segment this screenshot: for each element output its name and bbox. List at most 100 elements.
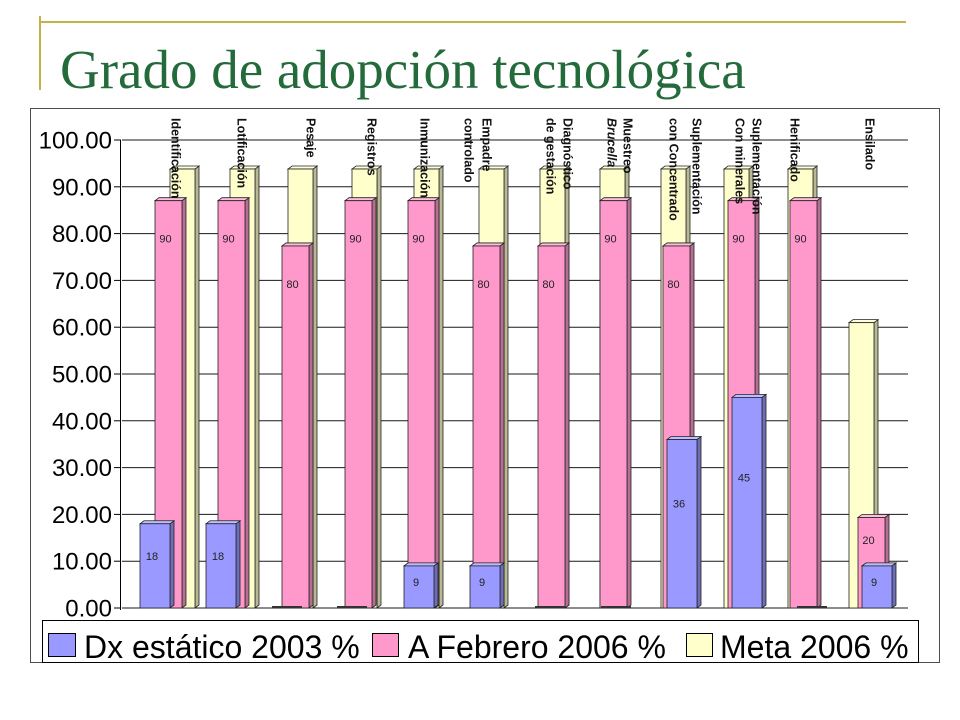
bar-side-face (816, 196, 822, 609)
y-tick-label: 60.00 (52, 315, 112, 342)
bar-side-face (434, 196, 440, 609)
bar-top-face (471, 242, 506, 247)
y-tick-label: 30.00 (52, 455, 112, 482)
bar-side-face (312, 165, 318, 609)
bar-top-face (402, 562, 440, 567)
bar-zero-line (337, 606, 367, 608)
bar-side-face (254, 165, 260, 609)
legend-swatch-a-febrero-2006 (372, 633, 399, 657)
bar-side-face (376, 165, 382, 609)
legend: Dx estático 2003 % A Febrero 2006 % Meta… (42, 620, 919, 665)
data-label-a-febrero-2006-empadre-controlado: 80 (477, 279, 489, 291)
title-accent-vertical-line (39, 16, 41, 90)
bar-top-face (598, 197, 633, 202)
bar-top-face (468, 562, 506, 567)
bar-top-face (661, 242, 696, 247)
bar-top-face (406, 197, 441, 202)
category-label-ensilado: Ensilado (863, 118, 877, 170)
bar-top-face (788, 197, 823, 202)
bar-side-face (244, 196, 250, 609)
data-labels: 18 18 9 9 36 45 9 90 90 80 90 90 80 80 90 80 90 90 20 (146, 234, 877, 589)
bar-side-face (181, 196, 187, 609)
bar-dx-estatico-2003-diagnostico-de-gestacion (535, 606, 565, 608)
bar-top-face (665, 436, 703, 440)
category-label-identificacion: Identificación (169, 118, 183, 199)
data-label-a-febrero-2006-identificacion: 90 (159, 234, 171, 246)
bar-side-face (499, 562, 505, 609)
bar-side-face (626, 196, 632, 609)
bar-front-face (281, 245, 310, 609)
y-tick-label: 100.00 (39, 128, 112, 155)
bar-front-face (666, 439, 698, 609)
bar-side-face (235, 519, 241, 609)
bar-a-febrero-2006-diagnostico-de-gestacion (536, 242, 571, 609)
data-label-dx-estatico-2003-identificacion: 18 (146, 551, 158, 563)
data-label-a-febrero-2006-registros: 90 (349, 234, 361, 246)
bar-zero-line (601, 606, 631, 608)
bar-dx-estatico-2003-suplementacion-con-minerales (730, 393, 768, 609)
data-label-a-febrero-2006-inmunizacion: 90 (412, 234, 424, 246)
data-label-a-febrero-2006-suplementacion-con-concentrado: 80 (667, 279, 679, 291)
data-label-a-febrero-2006-henificado: 90 (794, 234, 806, 246)
data-label-dx-estatico-2003-lotificacion: 18 (212, 551, 224, 563)
bar-front-face (861, 565, 893, 609)
bar-top-face (138, 520, 176, 525)
bar-a-febrero-2006-empadre-controlado (471, 242, 506, 609)
category-label-muestreo-brucella: Brucella (605, 118, 619, 167)
bars (138, 165, 898, 609)
title-accent-horizontal-line (39, 21, 906, 23)
category-label-empadre-controlado: controlado (462, 118, 476, 183)
data-label-dx-estatico-2003-suplementacion-con-minerales: 45 (738, 472, 750, 484)
bar-side-face (499, 242, 505, 609)
bar-dx-estatico-2003-lotificacion (204, 519, 242, 609)
bar-top-face (860, 562, 898, 567)
bar-side-face (308, 242, 314, 609)
y-axis: 0.00 10.00 20.00 30.00 40.00 50.00 60.00 70.00 8… (39, 128, 121, 623)
bar-side-face (433, 562, 439, 609)
category-label-muestreo-brucella: Muestreo (621, 118, 635, 174)
data-label-a-febrero-2006-diagnostico-de-gestacion: 80 (542, 279, 554, 291)
bar-zero-line (272, 606, 302, 608)
y-tick-label: 40.00 (52, 408, 112, 435)
bar-top-face (343, 197, 378, 202)
y-tick-label: 50.00 (52, 362, 112, 389)
bar-dx-estatico-2003-inmunizacion (402, 562, 440, 609)
bar-dx-estatico-2003-identificacion (138, 519, 176, 609)
bar-dx-estatico-2003-pesaje (272, 606, 302, 608)
bar-front-face (403, 565, 435, 609)
bar-front-face (472, 245, 501, 609)
category-label-diagnostico-de-gestacion: Diagnóstico (561, 118, 575, 190)
bar-top-face (856, 514, 891, 518)
data-label-a-febrero-2006-ensilado: 20 (862, 535, 874, 547)
legend-swatch-dx-estatico-2003 (48, 633, 76, 657)
category-label-suplementacion-con-concentrado: Suplementación (690, 118, 704, 215)
bar-side-face (169, 519, 175, 609)
y-tick-label: 80.00 (52, 221, 112, 248)
bar-front-face (599, 200, 628, 609)
bar-dx-estatico-2003-henificado (797, 606, 827, 608)
bar-top-face (280, 242, 315, 247)
category-label-inmunizacion: Inmunización (418, 118, 432, 198)
bar-top-face (286, 165, 319, 170)
bar-top-face (730, 393, 768, 398)
category-label-registros: Registros (365, 118, 379, 176)
category-label-empadre-controlado: Empadre (480, 118, 494, 172)
bar-dx-estatico-2003-registros (337, 606, 367, 608)
bar-front-face (469, 565, 501, 609)
category-label-lotificacion: Lotificación (235, 118, 249, 188)
data-label-a-febrero-2006-lotificacion: 90 (222, 234, 234, 246)
bar-dx-estatico-2003-ensilado (860, 562, 898, 609)
bar-front-face (139, 523, 171, 609)
bar-front-face (537, 245, 566, 609)
bar-front-face (205, 523, 237, 609)
bar-a-febrero-2006-pesaje (280, 242, 315, 609)
y-tick-label: 70.00 (52, 268, 112, 295)
bar-front-face (407, 200, 436, 609)
bar-front-face (344, 200, 373, 609)
legend-box (42, 620, 919, 663)
bar-side-face (891, 562, 897, 609)
bar-front-face (731, 396, 763, 609)
bar-a-febrero-2006-registros (343, 196, 378, 609)
data-label-dx-estatico-2003-suplementacion-con-concentrado: 36 (673, 499, 685, 511)
